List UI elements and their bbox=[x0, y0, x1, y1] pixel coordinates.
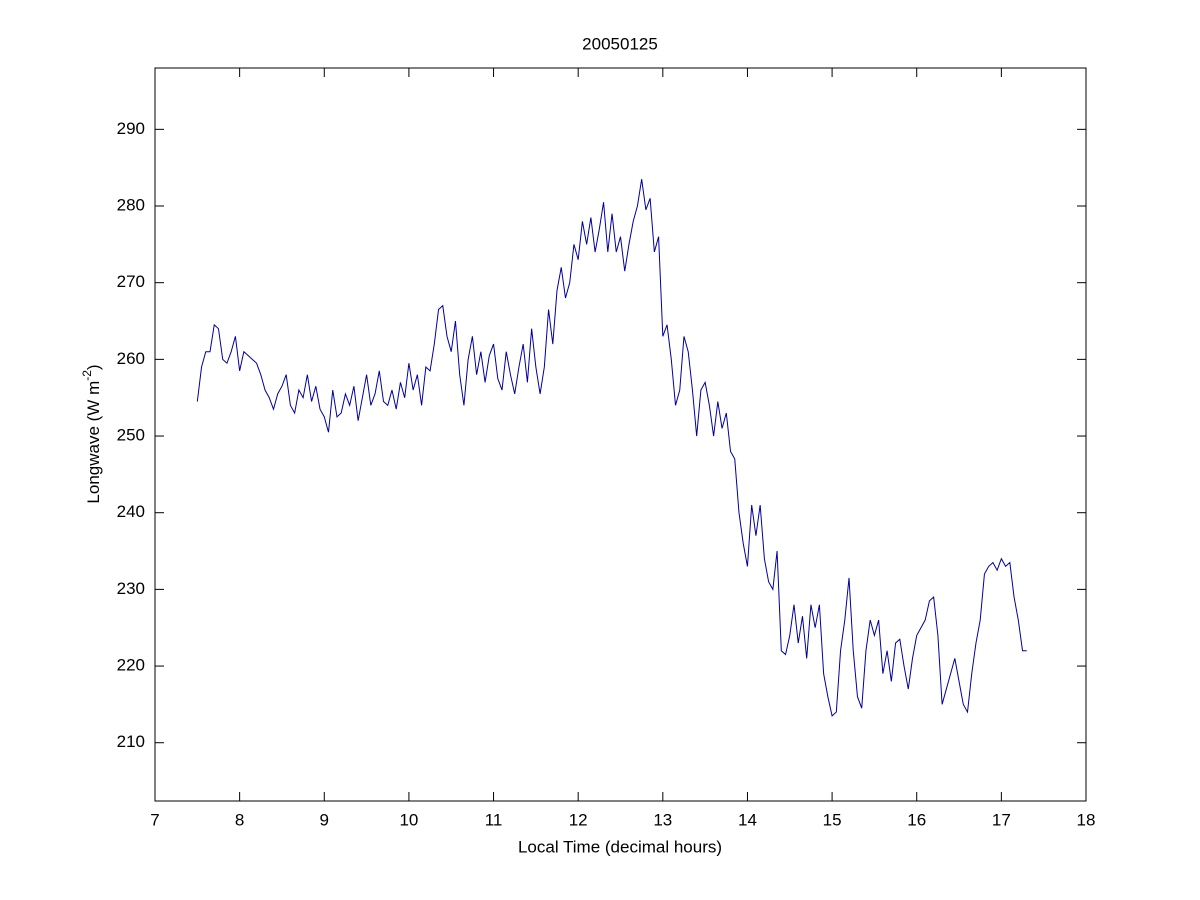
y-tick-label: 230 bbox=[117, 579, 145, 598]
x-tick-label: 15 bbox=[823, 810, 842, 829]
x-tick-label: 8 bbox=[235, 810, 244, 829]
x-tick-label: 17 bbox=[992, 810, 1011, 829]
y-label-text: Longwave (W m bbox=[84, 381, 103, 504]
y-label-sup: -2 bbox=[80, 370, 94, 381]
y-label-tail: ) bbox=[84, 364, 103, 370]
y-axis-label: Longwave (W m-2) bbox=[80, 364, 103, 503]
x-tick-label: 10 bbox=[399, 810, 418, 829]
x-tick-label: 11 bbox=[485, 810, 503, 829]
y-tick-label: 240 bbox=[117, 502, 145, 521]
y-tick-label: 250 bbox=[117, 426, 145, 445]
x-axis-label: Local Time (decimal hours) bbox=[518, 837, 722, 856]
y-tick-label: 290 bbox=[117, 119, 145, 138]
y-tick-label: 260 bbox=[117, 349, 145, 368]
plot-area bbox=[154, 67, 1087, 802]
x-tick-label: 18 bbox=[1077, 810, 1096, 829]
x-tick-label: 14 bbox=[738, 810, 757, 829]
chart-title: 20050125 bbox=[582, 34, 658, 53]
x-tick-label: 9 bbox=[320, 810, 329, 829]
x-tick-label: 7 bbox=[150, 810, 159, 829]
x-tick-label: 13 bbox=[653, 810, 672, 829]
y-tick-label: 220 bbox=[117, 656, 145, 675]
y-tick-label: 280 bbox=[117, 195, 145, 214]
y-tick-label: 210 bbox=[117, 732, 145, 751]
y-tick-label: 270 bbox=[117, 272, 145, 291]
x-tick-label: 16 bbox=[907, 810, 926, 829]
data-line bbox=[196, 179, 1027, 717]
x-tick-label: 12 bbox=[569, 810, 588, 829]
